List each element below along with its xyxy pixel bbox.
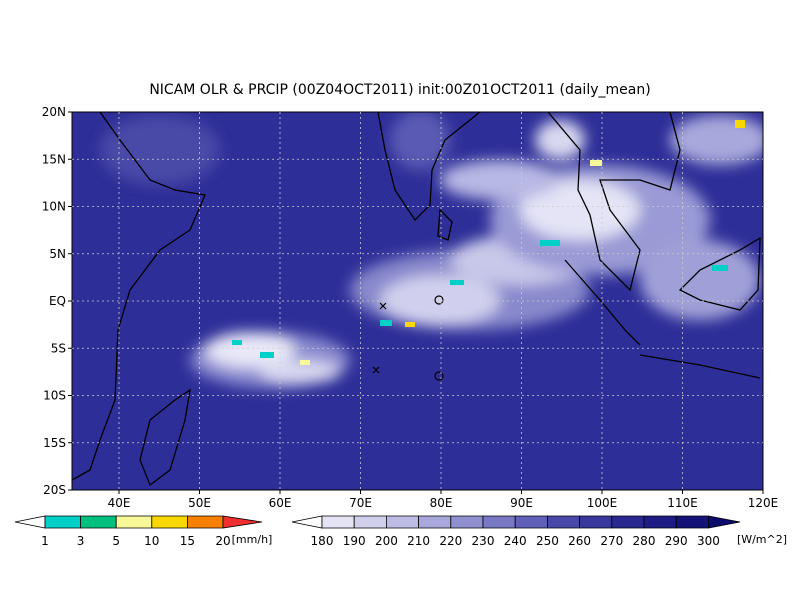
lat-label: 20N bbox=[42, 105, 66, 119]
coastlines bbox=[72, 112, 761, 487]
map-field bbox=[72, 112, 763, 490]
lat-label: 10N bbox=[42, 200, 66, 214]
lon-label: 70E bbox=[349, 496, 372, 510]
lat-label: 5N bbox=[49, 247, 66, 261]
legend-swatch bbox=[482, 515, 516, 529]
legend-label: 180 bbox=[311, 534, 334, 548]
precip-cells bbox=[232, 120, 745, 365]
lat-label: 15S bbox=[43, 436, 66, 450]
legends: 1 3 5 10 15 20 [mm/h] 180 190 200 210 220 230 240 250 2… bbox=[14, 515, 787, 548]
lat-label: 15N bbox=[42, 152, 66, 166]
legend-label: 230 bbox=[472, 534, 495, 548]
lon-label: 120E bbox=[748, 496, 779, 510]
legend-swatch bbox=[186, 515, 224, 529]
legend-swatch bbox=[14, 515, 46, 529]
legend-label: 220 bbox=[439, 534, 462, 548]
lon-label: 80E bbox=[430, 496, 453, 510]
legend-swatch bbox=[321, 515, 355, 529]
legend-label: 20 bbox=[215, 534, 230, 548]
lon-label: 100E bbox=[587, 496, 618, 510]
legend-unit: [W/m^2] bbox=[737, 533, 787, 546]
lon-label: 60E bbox=[269, 496, 292, 510]
legend-label: 210 bbox=[407, 534, 430, 548]
legend-label: 10 bbox=[144, 534, 159, 548]
lat-label: EQ bbox=[49, 294, 66, 308]
legend-label: 270 bbox=[600, 534, 623, 548]
legend-label: 300 bbox=[697, 534, 720, 548]
lat-label: 5S bbox=[51, 341, 66, 355]
legend-label: 200 bbox=[375, 534, 398, 548]
legend-label: 280 bbox=[633, 534, 656, 548]
cloud-field bbox=[100, 112, 763, 388]
lon-label: 50E bbox=[188, 496, 211, 510]
legend-label: 1 bbox=[41, 534, 49, 548]
legend-swatch bbox=[450, 515, 484, 529]
lon-label: 40E bbox=[108, 496, 131, 510]
legend-swatch bbox=[643, 515, 677, 529]
legend-swatch bbox=[418, 515, 452, 529]
legend-swatch bbox=[44, 515, 81, 529]
legend-swatch bbox=[80, 515, 117, 529]
legend-label: 260 bbox=[568, 534, 591, 548]
legend-label: 5 bbox=[112, 534, 120, 548]
lat-label: 10S bbox=[43, 389, 66, 403]
title: NICAM OLR & PRCIP (00Z04OCT2011) init:00… bbox=[149, 82, 650, 98]
lon-label: 110E bbox=[667, 496, 698, 510]
legend-swatch bbox=[222, 515, 263, 529]
lon-label: 90E bbox=[510, 496, 533, 510]
legend-swatch bbox=[353, 515, 387, 529]
legend-swatch bbox=[151, 515, 188, 529]
legend-label: 3 bbox=[77, 534, 85, 548]
legend-swatch bbox=[708, 515, 741, 529]
legend-swatch bbox=[547, 515, 580, 529]
legend-label: 250 bbox=[536, 534, 559, 548]
legend-label: 240 bbox=[504, 534, 527, 548]
legend-label: 290 bbox=[665, 534, 688, 548]
lat-label: 20S bbox=[43, 483, 66, 497]
legend-swatch bbox=[675, 515, 709, 529]
legend-swatch bbox=[291, 515, 323, 529]
axes: 20N 15N 10N 5N EQ 5S 10S 15S 20S 40E 50E 60E 70E 80E 9… bbox=[42, 105, 779, 510]
legend-label: 15 bbox=[180, 534, 195, 548]
legend-swatch bbox=[514, 515, 548, 529]
legend-label: 190 bbox=[343, 534, 366, 548]
markers bbox=[372, 295, 444, 381]
legend-swatch bbox=[579, 515, 613, 529]
legend-swatch bbox=[385, 515, 420, 529]
legend-swatch bbox=[115, 515, 153, 529]
legend-unit: [mm/h] bbox=[232, 533, 273, 546]
legend-swatch bbox=[611, 515, 645, 529]
